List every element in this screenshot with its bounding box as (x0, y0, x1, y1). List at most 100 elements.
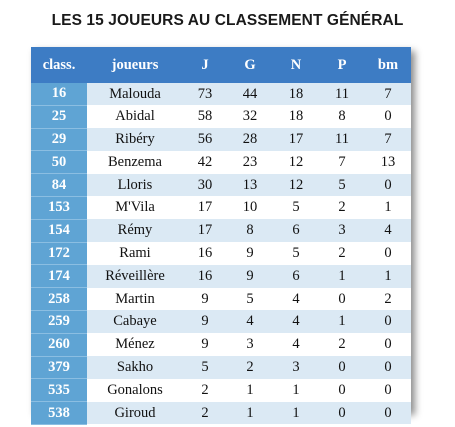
cell-bm: 0 (365, 378, 411, 402)
table-row: 84 Lloris 30 13 12 5 0 (31, 173, 411, 197)
cell-class: 29 (31, 128, 87, 152)
cell-n: 1 (273, 378, 319, 402)
cell-player: Ménez (87, 333, 183, 357)
cell-p: 11 (319, 83, 365, 106)
cell-p: 1 (319, 264, 365, 288)
cell-bm: 1 (365, 196, 411, 220)
cell-p: 8 (319, 105, 365, 129)
cell-bm: 7 (365, 128, 411, 151)
cell-class: 535 (31, 378, 87, 403)
cell-class: 538 (31, 401, 87, 425)
cell-p: 2 (319, 242, 365, 265)
cell-n: 5 (273, 196, 319, 220)
cell-player: Lloris (87, 173, 183, 197)
cell-p: 7 (319, 150, 365, 174)
cell-player: Réveillère (87, 264, 183, 288)
cell-j: 9 (183, 287, 227, 311)
cell-class: 84 (31, 173, 87, 197)
table-row: 50 Benzema 42 23 12 7 13 (31, 150, 411, 175)
cell-n: 17 (273, 128, 319, 151)
table-row: 379 Sakho 5 2 3 0 0 (31, 356, 411, 380)
cell-g: 8 (227, 219, 273, 243)
cell-j: 17 (183, 219, 227, 243)
cell-j: 5 (183, 356, 227, 379)
cell-player: Ribéry (87, 128, 183, 151)
table-row: 154 Rémy 17 8 6 3 4 (31, 219, 411, 243)
cell-j: 9 (183, 310, 227, 334)
column-header-n: N (273, 47, 319, 83)
cell-g: 1 (227, 378, 273, 402)
cell-class: 50 (31, 150, 87, 175)
cell-g: 2 (227, 356, 273, 379)
cell-player: Giroud (87, 401, 183, 425)
cell-player: Gonalons (87, 378, 183, 402)
cell-p: 3 (319, 219, 365, 243)
cell-g: 4 (227, 310, 273, 334)
cell-n: 5 (273, 242, 319, 265)
cell-j: 30 (183, 173, 227, 197)
cell-g: 10 (227, 196, 273, 220)
cell-bm: 0 (365, 356, 411, 379)
cell-j: 9 (183, 333, 227, 357)
cell-j: 42 (183, 150, 227, 174)
cell-player: Cabaye (87, 310, 183, 334)
cell-player: Sakho (87, 356, 183, 379)
cell-g: 5 (227, 287, 273, 311)
cell-bm: 0 (365, 242, 411, 265)
cell-class: 172 (31, 242, 87, 266)
cell-p: 11 (319, 128, 365, 151)
cell-class: 153 (31, 196, 87, 220)
cell-n: 12 (273, 173, 319, 197)
cell-bm: 0 (365, 173, 411, 197)
table-row: 174 Réveillère 16 9 6 1 1 (31, 264, 411, 289)
cell-n: 4 (273, 333, 319, 357)
table-row: 172 Rami 16 9 5 2 0 (31, 242, 411, 266)
cell-class: 25 (31, 105, 87, 129)
cell-bm: 0 (365, 401, 411, 425)
cell-n: 12 (273, 150, 319, 174)
cell-p: 5 (319, 173, 365, 197)
cell-class: 258 (31, 287, 87, 311)
cell-class: 174 (31, 264, 87, 289)
cell-n: 18 (273, 83, 319, 106)
cell-n: 4 (273, 287, 319, 311)
table-row: 153 M'Vila 17 10 5 2 1 (31, 196, 411, 220)
cell-n: 3 (273, 356, 319, 379)
cell-p: 2 (319, 196, 365, 220)
cell-j: 17 (183, 196, 227, 220)
cell-class: 154 (31, 219, 87, 243)
cell-class: 259 (31, 310, 87, 334)
cell-p: 1 (319, 310, 365, 334)
cell-n: 18 (273, 105, 319, 129)
cell-class: 16 (31, 83, 87, 106)
ranking-table: class. joueurs J G N P bm 16 Malouda 73 44 1… (31, 47, 411, 425)
cell-j: 58 (183, 105, 227, 129)
cell-p: 2 (319, 333, 365, 357)
cell-p: 0 (319, 287, 365, 311)
table-row: 29 Ribéry 56 28 17 11 7 (31, 128, 411, 152)
cell-class: 260 (31, 333, 87, 357)
cell-bm: 0 (365, 105, 411, 129)
column-header-p: P (319, 47, 365, 83)
cell-bm: 7 (365, 83, 411, 106)
cell-g: 9 (227, 242, 273, 265)
cell-player: Abidal (87, 105, 183, 129)
cell-p: 0 (319, 356, 365, 379)
cell-bm: 13 (365, 150, 411, 174)
column-header-j: J (183, 47, 227, 83)
cell-player: Rami (87, 242, 183, 265)
table-row: 260 Ménez 9 3 4 2 0 (31, 333, 411, 357)
cell-bm: 2 (365, 287, 411, 311)
table-row: 16 Malouda 73 44 18 11 7 (31, 83, 411, 106)
column-header-g: G (227, 47, 273, 83)
cell-j: 2 (183, 401, 227, 425)
table-row: 258 Martin 9 5 4 0 2 (31, 287, 411, 311)
cell-g: 32 (227, 105, 273, 129)
cell-j: 16 (183, 264, 227, 288)
cell-g: 44 (227, 83, 273, 106)
page-title: LES 15 JOUEURS AU CLASSEMENT GÉNÉRAL (51, 12, 404, 29)
cell-player: M'Vila (87, 196, 183, 220)
cell-n: 1 (273, 401, 319, 425)
cell-g: 1 (227, 401, 273, 425)
cell-player: Malouda (87, 83, 183, 106)
